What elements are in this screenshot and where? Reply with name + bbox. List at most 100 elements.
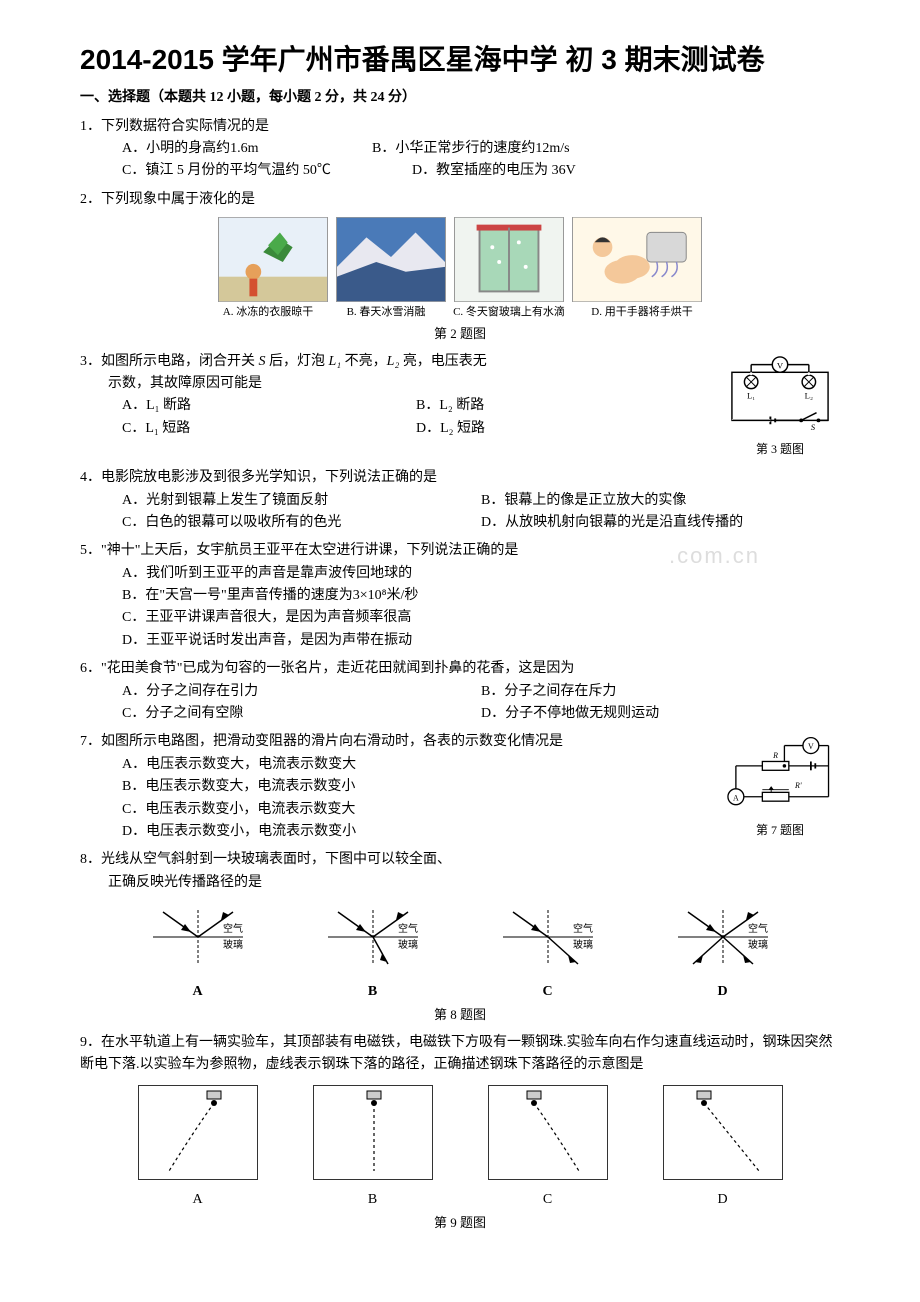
q8-stem2: 正确反映光传播路径的是 xyxy=(80,872,840,894)
q2-cap-d: D. 用干手器将手烘干 xyxy=(577,304,707,322)
q3-l2: L₂ xyxy=(387,354,400,369)
q1-opt-a: A．小明的身高约1.6m xyxy=(122,138,342,160)
q9-label-c: C xyxy=(488,1189,608,1211)
q9-cell-b: B xyxy=(313,1085,433,1212)
q8-diagram-row: 空气 玻璃 A 空气 玻璃 B xyxy=(80,902,840,1003)
q6-opt-a: A．分子之间存在引力 xyxy=(122,681,481,703)
q5-opt-c: C．王亚平讲课声音很大，是因为声音频率很高 xyxy=(122,607,840,629)
q9-label-d: D xyxy=(663,1189,783,1211)
page-title: 2014-2015 学年广州市番禺区星海中学 初 3 期末测试卷 xyxy=(80,40,840,79)
q3-stem-b: 后，灯泡 xyxy=(266,354,329,369)
q8-stem: 8．光线从空气斜射到一块玻璃表面时，下图中可以较全面、 xyxy=(80,849,840,871)
q8-cell-a: 空气 玻璃 A xyxy=(143,902,253,1003)
q9-label-a: A xyxy=(138,1189,258,1211)
q2-img-c xyxy=(454,217,564,302)
q3-stem-d: 亮，电压表无 xyxy=(399,354,487,369)
q7-circuit-svg: V R A R' xyxy=(720,735,840,810)
q6-opt-b: B．分子之间存在斥力 xyxy=(481,681,840,703)
q2-cap-c: C. 冬天窗玻璃上有水滴 xyxy=(449,304,569,322)
section-header: 一、选择题（本题共 12 小题，每小题 2 分，共 24 分） xyxy=(80,87,840,109)
svg-text:R': R' xyxy=(794,781,802,790)
q3-opt-b: B．L₂ 断路 xyxy=(416,395,710,417)
q3-stem-c: 不亮， xyxy=(341,354,387,369)
q8-label-c: C xyxy=(493,981,603,1003)
question-1: 1．下列数据符合实际情况的是 A．小明的身高约1.6m B．小华正常步行的速度约… xyxy=(80,116,840,183)
q2-caption-row: A. 冰冻的衣服晾干 B. 春天冰雪消融 C. 冬天窗玻璃上有水滴 D. 用干手… xyxy=(80,304,840,322)
svg-text:玻璃: 玻璃 xyxy=(223,938,243,951)
q5-opt-b: B．在"天宫一号"里声音传播的速度为3×10⁸米/秒 xyxy=(122,585,840,607)
q3-s: S xyxy=(259,354,266,369)
q8-label-d: D xyxy=(668,981,778,1003)
svg-text:空气: 空气 xyxy=(223,922,243,935)
svg-text:空气: 空气 xyxy=(748,922,768,935)
q3-opt-c: C．L₁ 短路 xyxy=(122,418,416,440)
question-6: 6．"花田美食节"已成为句容的一张名片，走近花田就闻到扑鼻的花香，这是因为 A．… xyxy=(80,658,840,725)
q3-stem-a: 3．如图所示电路，闭合开关 xyxy=(80,354,259,369)
question-9: 9．在水平轨道上有一辆实验车，其顶部装有电磁铁，电磁铁下方吸有一颗钢珠.实验车向… xyxy=(80,1032,840,1234)
q3-opt-a: A．L₁ 断路 xyxy=(122,395,416,417)
q8-cell-d: 空气 玻璃 D xyxy=(668,902,778,1003)
q9-cell-a: A xyxy=(138,1085,258,1212)
q4-opt-b: B．银幕上的像是正立放大的实像 xyxy=(481,490,840,512)
svg-text:玻璃: 玻璃 xyxy=(573,938,593,951)
q9-diagram-row: A B C xyxy=(80,1085,840,1212)
question-7: V R A R' 第 7 题图 7．如图所示电路图，把滑动变阻器的滑片向右滑动时… xyxy=(80,731,840,843)
q4-opt-a: A．光射到银幕上发生了镜面反射 xyxy=(122,490,481,512)
q5-stem: 5．"神十"上天后，女宇航员王亚平在太空进行讲课，下列说法正确的是 xyxy=(80,540,840,562)
q1-opt-d: D．教室插座的电压为 36V xyxy=(412,160,576,182)
q2-cap-a: A. 冰冻的衣服晾干 xyxy=(213,304,323,322)
q8-label-a: A xyxy=(143,981,253,1003)
svg-text:A: A xyxy=(733,794,739,803)
q2-cap-b: B. 春天冰雪消融 xyxy=(331,304,441,322)
q2-stem: 2．下列现象中属于液化的是 xyxy=(80,189,840,211)
q9-label-b: B xyxy=(313,1189,433,1211)
q2-image-row xyxy=(80,217,840,302)
q8-fig-label: 第 8 题图 xyxy=(80,1005,840,1026)
svg-text:空气: 空气 xyxy=(573,922,593,935)
svg-text:V: V xyxy=(808,743,814,752)
svg-text:R: R xyxy=(772,751,778,760)
q1-stem: 1．下列数据符合实际情况的是 xyxy=(80,116,840,138)
question-2: 2．下列现象中属于液化的是 xyxy=(80,189,840,345)
q2-fig-label: 第 2 题图 xyxy=(80,324,840,345)
q5-opt-d: D．王亚平说话时发出声音，是因为声带在振动 xyxy=(122,630,840,652)
q6-opt-c: C．分子之间有空隙 xyxy=(122,703,481,725)
q3-l1: L₁ xyxy=(329,354,342,369)
q2-img-b xyxy=(336,217,446,302)
q7-opt-b: B．电压表示数变大，电流表示数变小 xyxy=(122,776,710,798)
q6-stem: 6．"花田美食节"已成为句容的一张名片，走近花田就闻到扑鼻的花香，这是因为 xyxy=(80,658,840,680)
q7-figure: V R A R' 第 7 题图 xyxy=(720,735,840,842)
q6-opt-d: D．分子不停地做无规则运动 xyxy=(481,703,840,725)
q9-stem: 9．在水平轨道上有一辆实验车，其顶部装有电磁铁，电磁铁下方吸有一颗钢珠.实验车向… xyxy=(80,1032,840,1077)
q3-fig-label: 第 3 题图 xyxy=(720,440,840,459)
question-4: 4．电影院放电影涉及到很多光学知识，下列说法正确的是 A．光射到银幕上发生了镜面… xyxy=(80,467,840,534)
svg-text:玻璃: 玻璃 xyxy=(398,938,418,951)
q3-opt-d: D．L₂ 短路 xyxy=(416,418,710,440)
svg-text:空气: 空气 xyxy=(398,922,418,935)
q8-cell-c: 空气 玻璃 C xyxy=(493,902,603,1003)
question-8: 8．光线从空气斜射到一块玻璃表面时，下图中可以较全面、 正确反映光传播路径的是 … xyxy=(80,849,840,1025)
svg-text:L₁: L₁ xyxy=(747,390,755,400)
q9-fig-label: 第 9 题图 xyxy=(80,1213,840,1234)
q7-opt-c: C．电压表示数变小，电流表示数变大 xyxy=(122,799,710,821)
q4-stem: 4．电影院放电影涉及到很多光学知识，下列说法正确的是 xyxy=(80,467,840,489)
q4-opt-d: D．从放映机射向银幕的光是沿直线传播的 xyxy=(481,512,840,534)
q9-cell-c: C xyxy=(488,1085,608,1212)
q1-opt-b: B．小华正常步行的速度约12m/s xyxy=(372,138,570,160)
q1-opt-c: C．镇江 5 月份的平均气温约 50℃ xyxy=(122,160,382,182)
svg-text:L₂: L₂ xyxy=(805,390,813,400)
q4-opt-c: C．白色的银幕可以吸收所有的色光 xyxy=(122,512,481,534)
q5-opt-a: A．我们听到王亚平的声音是靠声波传回地球的 xyxy=(122,563,840,585)
q2-img-d xyxy=(572,217,702,302)
q3-circuit-svg: V L₁ L₂ S xyxy=(720,355,840,430)
q7-opt-d: D．电压表示数变小，电流表示数变小 xyxy=(122,821,710,843)
q2-img-a xyxy=(218,217,328,302)
q7-opt-a: A．电压表示数变大，电流表示数变大 xyxy=(122,754,710,776)
svg-text:V: V xyxy=(777,360,784,370)
q7-fig-label: 第 7 题图 xyxy=(720,821,840,840)
q8-cell-b: 空气 玻璃 B xyxy=(318,902,428,1003)
svg-text:S: S xyxy=(811,422,816,430)
svg-text:玻璃: 玻璃 xyxy=(748,938,768,951)
q8-label-b: B xyxy=(318,981,428,1003)
question-5: .com.cn 5．"神十"上天后，女宇航员王亚平在太空进行讲课，下列说法正确的… xyxy=(80,540,840,652)
